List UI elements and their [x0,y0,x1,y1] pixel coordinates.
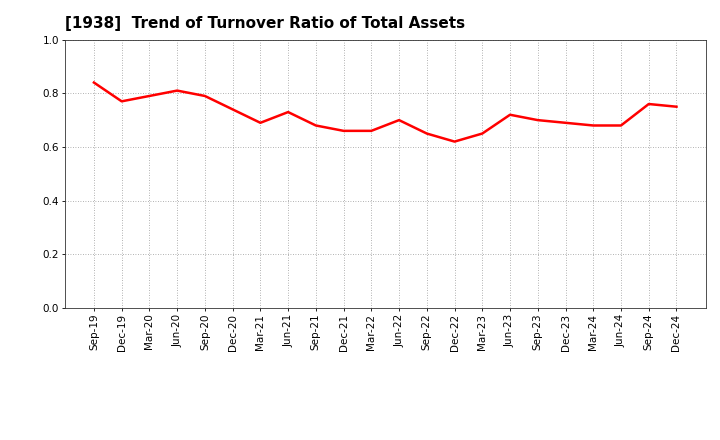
Text: [1938]  Trend of Turnover Ratio of Total Assets: [1938] Trend of Turnover Ratio of Total … [65,16,465,32]
